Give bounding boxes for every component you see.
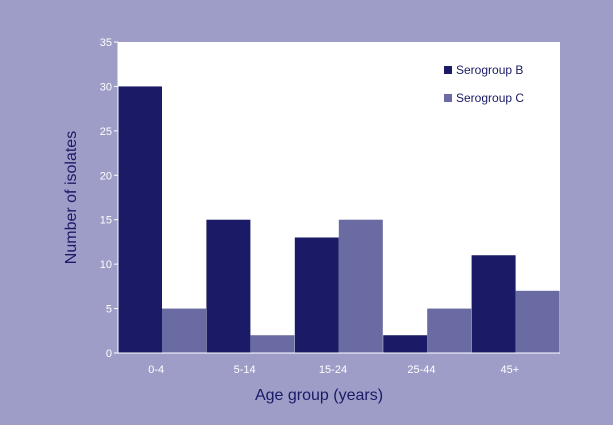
y-axis-title: Number of isolates	[63, 131, 80, 264]
y-tick-label: 0	[106, 348, 112, 360]
axes-group	[117, 42, 560, 354]
bar-serogroup-b-15-24	[294, 237, 339, 353]
bar-serogroup-c-45+	[515, 290, 560, 353]
bar-serogroup-b-5-14	[206, 219, 251, 353]
legend-swatch	[444, 66, 452, 74]
x-tick-label: 5-14	[234, 364, 256, 376]
bar-serogroup-b-25-44	[383, 335, 428, 353]
x-tick-label: 45+	[500, 364, 519, 376]
y-tick-label: 30	[100, 81, 112, 93]
bar-serogroup-c-25-44	[427, 308, 472, 353]
x-tick-label: 25-44	[407, 364, 435, 376]
legend-label: Serogroup B	[456, 63, 523, 77]
y-tick-label: 5	[106, 304, 112, 316]
bar-serogroup-c-0-4	[162, 308, 206, 353]
y-tick-label: 35	[100, 37, 112, 49]
legend-swatch	[444, 94, 452, 102]
ticks-group: 0 5 10 15 20 25 30 35 0-4 5-14 15-24 25-44 45+	[100, 37, 519, 376]
x-tick-label: 0-4	[148, 364, 164, 376]
x-axis-title: Age group (years)	[255, 387, 383, 404]
y-tick-label: 20	[100, 170, 112, 182]
x-tick-label: 15-24	[319, 364, 347, 376]
bar-serogroup-c-5-14	[250, 335, 295, 353]
bar-serogroup-b-0-4	[118, 86, 162, 353]
y-tick-label: 25	[100, 126, 112, 138]
y-tick-label: 10	[100, 259, 112, 271]
legend-label: Serogroup C	[456, 91, 524, 105]
bar-serogroup-c-15-24	[338, 219, 383, 353]
bars-group	[118, 86, 560, 353]
y-tick-label: 15	[100, 215, 112, 227]
bar-serogroup-b-45+	[471, 255, 516, 353]
legend: Serogroup B Serogroup C	[444, 63, 524, 105]
